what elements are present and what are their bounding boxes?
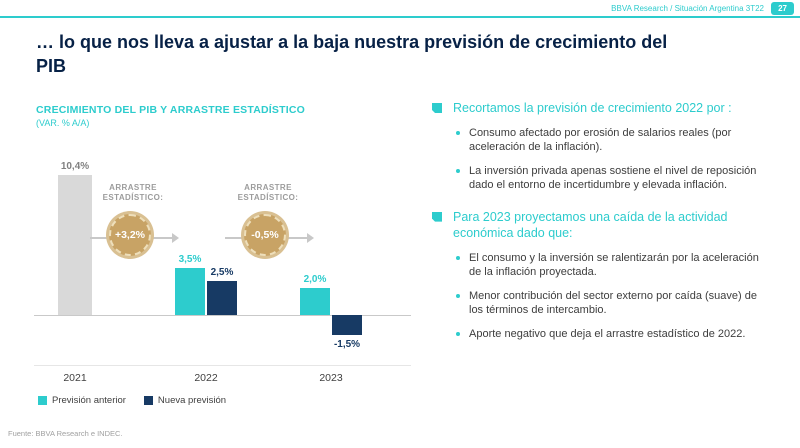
x-axis-zero-line [34, 315, 411, 316]
legend-item-nueva-previsi-n: Nueva previsión [143, 395, 227, 406]
bar-value-label: 2,5% [210, 267, 234, 279]
list-item-text: Aporte negativo que deja el arrastre est… [469, 327, 746, 340]
list-item-text: Menor contribución del sector externo po… [469, 289, 757, 317]
list-item-text: El consumo y la inversión se ralentizará… [469, 251, 759, 279]
bullet-dot-icon [456, 255, 460, 260]
bullet-square-icon [432, 211, 442, 222]
page-title: … lo que nos lleva a ajustar a la baja n… [36, 32, 668, 77]
section-heading: Para 2023 proyectamos una caída de la ac… [432, 209, 780, 242]
list-item: Menor contribución del sector externo po… [456, 289, 768, 318]
header-divider [0, 16, 800, 18]
bar-2023-previsi-n-anterior [300, 288, 330, 315]
arrastre-label: ARRASTRE ESTADÍSTICO: [237, 183, 299, 203]
chart-legend: Previsión anterior Nueva previsión [38, 395, 226, 406]
bar-value-label: 3,5% [178, 253, 202, 265]
section-heading: Recortamos la previsión de crecimiento 2… [432, 100, 780, 117]
bar-value-label: 10,4% [60, 160, 90, 172]
bar-value-label: 2,0% [303, 274, 327, 285]
axis-label-2023: 2023 [319, 372, 343, 384]
legend-label: Previsión anterior [52, 395, 126, 406]
legend-label: Nueva previsión [157, 395, 227, 406]
bullet-dot-icon [456, 130, 460, 135]
section-heading-text: Para 2023 proyectamos una caída de la ac… [453, 209, 728, 241]
arrastre-badge: -0,5% [244, 214, 286, 256]
source-note: Fuente: BBVA Research e INDEC. [8, 429, 123, 438]
arrow-head-icon [172, 233, 179, 243]
gdp-bar-chart: 10,4% 3,5% 2,5% 2,0% -1,5% 2021 2022 2023 ARRAST… [30, 145, 425, 420]
bullet-dot-icon [456, 293, 460, 298]
list-item: La inversión privada apenas sostiene el … [456, 164, 768, 193]
axis-label-2022: 2022 [194, 372, 218, 384]
bullet-dot-icon [456, 331, 460, 336]
bar-2023-nueva-previsi-n [332, 315, 362, 336]
legend-item-previsi-n-anterior: Previsión anterior [38, 395, 126, 406]
arrastre-value: -0,5% [251, 229, 279, 241]
bar-value-label: -1,5% [333, 339, 361, 351]
axis-label-2021: 2021 [63, 372, 87, 384]
arrastre-badge: +3,2% [109, 214, 151, 256]
breadcrumb: BBVA Research / Situación Argentina 3T22 [611, 4, 764, 13]
section-recortamos-la-previs: Recortamos la previsión de crecimiento 2… [432, 100, 780, 193]
chart-subtitle: (VAR. % A/A) [36, 118, 90, 128]
arrow-head-icon [307, 233, 314, 243]
list-item-text: La inversión privada apenas sostiene el … [469, 164, 757, 192]
page-number-badge: 27 [771, 2, 794, 15]
list-item-text: Consumo afectado por erosión de salarios… [469, 126, 732, 154]
bar-2022-nueva-previsi-n [207, 281, 237, 315]
section-heading-text: Recortamos la previsión de crecimiento 2… [453, 101, 732, 115]
bullet-dot-icon [456, 168, 460, 173]
list-item: El consumo y la inversión se ralentizará… [456, 251, 768, 280]
legend-swatch-icon [38, 396, 47, 405]
bar-2021-pib-2021 [58, 174, 92, 315]
list-item: Aporte negativo que deja el arrastre est… [456, 327, 768, 342]
section-para-2023-proyectamo: Para 2023 proyectamos una caída de la ac… [432, 209, 780, 342]
chart-title: CRECIMIENTO DEL PIB Y ARRASTRE ESTADÍSTI… [36, 104, 305, 116]
bullet-square-icon [432, 103, 442, 113]
list-item: Consumo afectado por erosión de salarios… [456, 126, 768, 155]
legend-swatch-icon [143, 396, 153, 405]
bar-2022-previsi-n-anterior [175, 267, 205, 315]
arrastre-value: +3,2% [114, 229, 146, 241]
key-points-panel: Recortamos la previsión de crecimiento 2… [432, 100, 780, 341]
x-axis-line [34, 365, 411, 366]
arrastre-label: ARRASTRE ESTADÍSTICO: [102, 183, 164, 203]
